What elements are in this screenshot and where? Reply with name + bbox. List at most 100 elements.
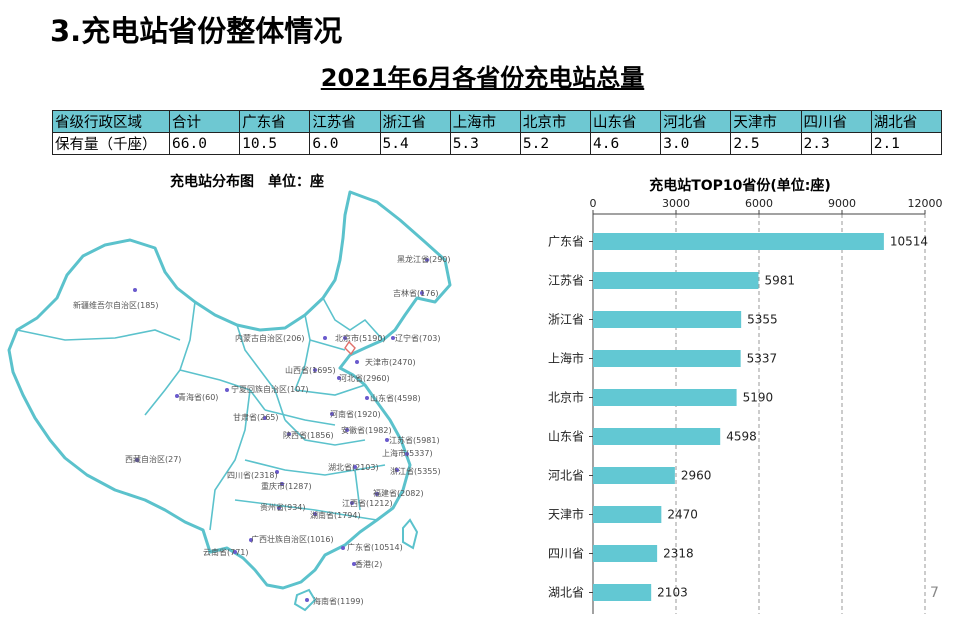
data-label: 2318 [663,547,694,561]
map-title: 充电站分布图 单位：座 [170,174,324,190]
map-label: 辽宁省(703) [395,334,441,343]
category-label: 北京市 [548,390,584,405]
map-label: 江西省(1212) [342,499,393,508]
map-label: 黑龙江省(290) [397,255,451,264]
map-label: 青海省(60) [178,393,219,402]
chart-title: 充电站TOP10省份(单位:座) [649,178,831,194]
bar [593,428,721,445]
table-cell: 北京市 [519,110,592,133]
table-cell: 6.0 [309,132,381,155]
category-label: 江苏省 [548,274,584,288]
map-label: 浙江省(5355) [390,467,441,476]
bar-chart: 0 3000 6000 9000 12000 广东省 10514 江苏省 5981 浙江省 5355… [548,197,943,614]
map-label: 河南省(1920) [330,410,381,419]
category-label: 天津市 [548,507,584,522]
bar [593,311,742,328]
data-label: 10514 [890,235,928,249]
bar [593,506,662,523]
map-label: 广东省(10514) [347,543,403,552]
table-cell: 省级行政区域 [52,110,170,133]
category-label: 四川省 [548,547,584,561]
data-label: 5981 [764,274,795,288]
page-number: 7 [930,585,939,601]
map-label: 重庆市(1287) [261,482,312,491]
data-label: 5190 [743,391,774,405]
table-cell: 2.5 [730,132,802,155]
table-cell: 66.0 [168,132,241,155]
map-label: 广西壮族自治区(1016) [251,535,334,544]
map-label: 安徽省(1982) [341,426,392,435]
table-cell: 2.1 [870,132,943,155]
table-row: 保有量（千座） 66.0 10.5 6.0 5.4 5.3 5.2 4.6 3.… [52,132,943,155]
table-cell: 10.5 [239,132,311,155]
bar [593,545,658,562]
map-label: 福建省(2082) [373,489,424,498]
x-tick-label: 9000 [828,197,856,210]
data-label: 2103 [657,586,688,600]
table-cell: 浙江省 [379,110,451,133]
x-tick-label: 0 [590,197,597,210]
bar [593,389,737,406]
bar [593,350,741,367]
data-label: 5355 [747,313,778,327]
map-label: 云南省(771) [203,548,249,557]
map-label: 西藏自治区(27) [125,455,182,464]
table-cell: 河北省 [660,110,732,133]
table-cell: 5.2 [519,132,592,155]
table-cell: 5.4 [379,132,451,155]
table-cell: 4.6 [590,132,662,155]
map-label: 湖南省(1794) [310,511,361,520]
map-label: 吉林省(176) [393,289,439,298]
table-cell: 山东省 [590,110,662,133]
bar [593,584,652,601]
table-cell: 合计 [168,110,241,133]
map-label: 新疆维吾尔自治区(185) [73,301,159,310]
map-outline [7,190,452,612]
data-label: 5337 [747,352,778,366]
map-label: 陕西省(1856) [283,431,334,440]
bar [593,233,884,250]
map-label: 贵州省(934) [260,503,306,512]
x-tick-label: 6000 [745,197,773,210]
map-label: 四川省(2318) [227,471,278,480]
map-label: 湖北省(2103) [328,463,379,472]
category-label: 上海市 [548,351,584,366]
bar [593,467,675,484]
map-label: 宁夏回族自治区(107) [231,385,309,394]
category-label: 浙江省 [548,313,584,327]
table-cell: 2.3 [800,132,872,155]
data-label: 2960 [681,469,712,483]
table-cell: 广东省 [239,110,311,133]
table-cell: 江苏省 [309,110,381,133]
bar [593,272,759,289]
category-label: 湖北省 [548,585,584,600]
table-cell: 保有量（千座） [52,132,170,155]
category-label: 山东省 [548,430,584,444]
china-map: 黑龙江省(290) 吉林省(176) 辽宁省(703) 内蒙古自治区(206) … [5,190,510,615]
map-label: 天津市(2470) [365,358,416,367]
data-label: 4598 [726,430,757,444]
section-heading: 3.充电站省份整体情况 [50,14,343,48]
page-subtitle: 2021年6月各省份充电站总量 [320,64,645,92]
table-header-row: 省级行政区域 合计 广东省 江苏省 浙江省 上海市 北京市 山东省 河北省 天津… [52,110,943,133]
summary-table: 省级行政区域 合计 广东省 江苏省 浙江省 上海市 北京市 山东省 河北省 天津… [52,110,943,155]
data-label: 2470 [667,508,698,522]
table-cell: 四川省 [800,110,872,133]
map-label: 上海市(5337) [382,449,433,458]
table-cell: 湖北省 [870,110,943,133]
map-label: 河北省(2960) [339,374,390,383]
map-label: 海南省(1199) [313,597,364,606]
map-label: 内蒙古自治区(206) [235,334,305,343]
category-label: 河北省 [548,469,584,483]
table-cell: 3.0 [660,132,732,155]
x-tick-label: 12000 [908,197,943,210]
map-label: 香港(2) [355,560,383,569]
map-label: 甘肃省(265) [233,413,279,422]
map-label: 北京市(5190) [335,334,386,343]
table-cell: 天津市 [730,110,802,133]
map-label: 山西省(1695) [285,366,336,375]
map-label: 江苏省(5981) [389,436,440,445]
x-tick-label: 3000 [662,197,690,210]
map-label: 山东省(4598) [370,394,421,403]
table-cell: 上海市 [449,110,521,133]
